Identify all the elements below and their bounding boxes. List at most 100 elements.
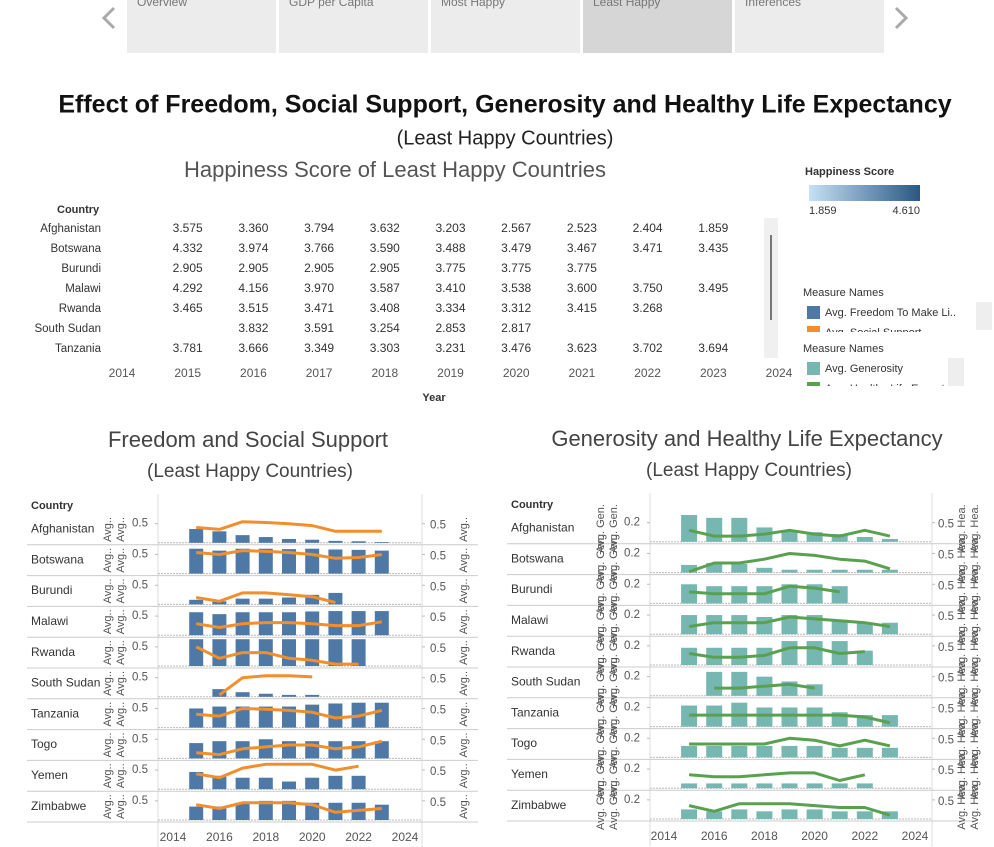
nav-tab[interactable]: [279, 0, 428, 53]
y-axis-title: Avg..: [115, 702, 127, 727]
legend-items: Avg. Generosity Avg. Healthy Life Expect…: [807, 362, 968, 395]
x-tick-label: 2018: [371, 366, 398, 380]
nav-tab-label[interactable]: Overview: [137, 0, 187, 9]
bar: [235, 548, 250, 574]
next-arrow[interactable]: [894, 6, 909, 30]
row-label: Rwanda: [59, 303, 102, 315]
bar: [781, 745, 798, 758]
bar: [831, 747, 848, 758]
x-tick-label: 2022: [634, 366, 661, 380]
prev-arrow[interactable]: [101, 6, 116, 30]
bar: [731, 671, 748, 696]
nav-tab-label[interactable]: GDP per Capita: [289, 0, 374, 9]
y-tick-label: 0.5: [132, 795, 148, 807]
table-cell: 3.415: [567, 301, 597, 315]
table-cell: 3.575: [173, 221, 203, 235]
y2-axis-title: Avg..: [458, 733, 470, 758]
bar: [881, 569, 898, 573]
bar: [731, 745, 748, 758]
bar: [856, 783, 873, 789]
bar: [258, 537, 273, 543]
x-tick-label: 2016: [240, 366, 267, 380]
y2-axis-title: Avg..: [458, 548, 470, 573]
facet-label: Togo: [31, 737, 57, 751]
y2-axis-title: Avg. Hea.: [969, 566, 981, 614]
bar: [781, 783, 798, 789]
nav-tab[interactable]: [127, 0, 276, 53]
line: [196, 549, 382, 560]
y-axis-title: Avg. Gen.: [595, 720, 607, 769]
y2-axis-title: Avg. Hea.: [969, 658, 981, 706]
bar: [235, 777, 250, 790]
bar: [189, 599, 204, 605]
table-cell: 1.859: [698, 221, 728, 235]
table-cell: 3.591: [304, 321, 334, 335]
bar: [305, 777, 320, 790]
bar: [706, 517, 723, 542]
legend-item[interactable]: Avg. Healthy Life Expectancy: [825, 383, 968, 395]
bar: [258, 693, 273, 697]
bar: [731, 809, 748, 819]
bar: [212, 806, 227, 820]
bar: [856, 811, 873, 819]
table-cell: 4.332: [173, 241, 203, 255]
y2-tick-label: 0.5: [430, 766, 446, 778]
legend-swatch: [807, 326, 820, 332]
y2-axis-title: Avg. Hea.: [956, 566, 968, 614]
legend-scroll[interactable]: [976, 302, 992, 330]
legend-item[interactable]: Avg. Social Support: [825, 327, 921, 339]
bar: [282, 549, 296, 574]
bar: [756, 783, 773, 789]
y2-axis-title: Avg. Hea.: [956, 720, 968, 768]
nav-tab-label[interactable]: Inferences: [745, 0, 801, 9]
line: [688, 615, 891, 628]
bar: [212, 614, 227, 636]
table-cell: 2.905: [370, 261, 400, 275]
bar: [681, 515, 698, 542]
y2-tick-label: 0.5: [430, 550, 446, 562]
x-tick-label: 2020: [503, 366, 530, 380]
y-axis-title: Avg. Gen.: [608, 720, 620, 769]
x-tick-label: 2014: [109, 366, 136, 380]
y-axis-title: Avg..: [115, 640, 127, 665]
y2-tick-label: 0.5: [938, 703, 954, 715]
y2-axis-title: Avg. Hea.: [956, 689, 968, 737]
bar: [881, 715, 898, 727]
nav-tab[interactable]: [583, 0, 732, 53]
legend-item[interactable]: Avg. Generosity: [825, 363, 904, 375]
bar: [189, 548, 204, 574]
nav-tab-label[interactable]: Most Happy: [441, 0, 505, 9]
nav-tab-label[interactable]: Least Happy: [593, 0, 660, 9]
nav-tab[interactable]: [735, 0, 884, 53]
x-tick-label: 2022: [345, 830, 372, 844]
y-tick-label: 0.2: [624, 578, 640, 590]
y2-tick-label: 0.5: [430, 674, 446, 686]
table-cell: 3.465: [173, 301, 203, 315]
y-axis-title: Avg..: [115, 548, 127, 573]
table-cell: 2.905: [304, 261, 334, 275]
x-tick-label: 2023: [700, 366, 727, 380]
facet-label: South Sudan: [31, 676, 100, 690]
bar: [212, 550, 227, 574]
bar: [831, 811, 848, 819]
nav-tab[interactable]: [431, 0, 580, 53]
bar: [305, 694, 320, 697]
facet-label: Togo: [511, 736, 537, 750]
facet-label: Burundi: [511, 582, 552, 596]
x-tick-label: 2017: [306, 366, 333, 380]
bar: [305, 594, 320, 605]
table-cell: 3.515: [238, 301, 268, 315]
bar: [881, 622, 898, 635]
facet-label: Botswana: [511, 551, 564, 565]
y2-tick-label: 0.5: [938, 765, 954, 777]
line: [714, 682, 815, 690]
table-cell: 3.312: [501, 301, 531, 315]
bar: [856, 569, 873, 573]
y-tick-label: 0.2: [624, 701, 640, 713]
x-tick-label: 2020: [801, 829, 828, 843]
bar: [681, 783, 698, 789]
legend-scroll[interactable]: [948, 358, 964, 386]
table-cell: 3.590: [370, 241, 400, 255]
legend-item[interactable]: Avg. Freedom To Make Li..: [825, 307, 956, 319]
